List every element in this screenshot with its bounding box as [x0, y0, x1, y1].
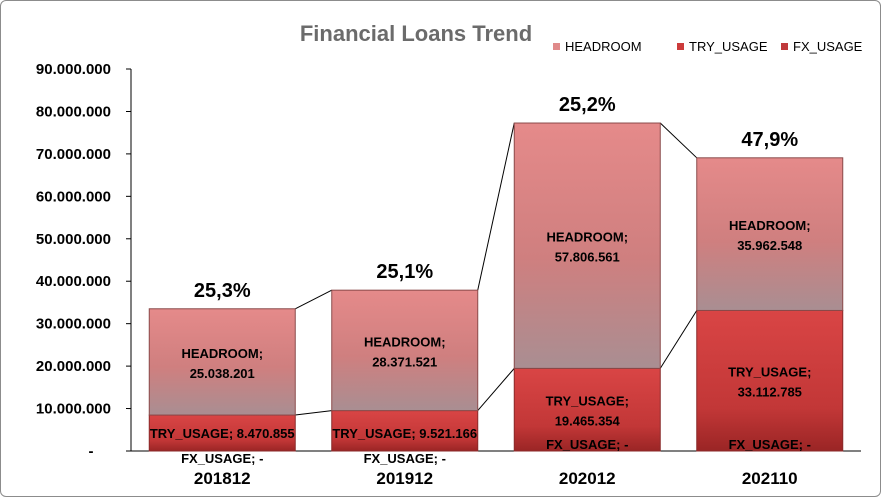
bar-headroom [331, 289, 479, 412]
chart-title: Financial Loans Trend [300, 21, 532, 46]
series-lines [295, 122, 698, 416]
bar-try-usage [513, 367, 661, 452]
y-tick-label: 10.000.000 [36, 401, 111, 418]
series-connector-line [477, 122, 515, 291]
bar-headroom [148, 308, 296, 416]
data-label: TRY_USAGE; 33.112.785 [728, 365, 811, 400]
percent-label: 47,9% [741, 129, 798, 151]
y-tick-label: 40.000.000 [36, 273, 111, 290]
bars [148, 122, 844, 452]
bar-headroom [696, 157, 844, 311]
percent-label: 25,3% [194, 280, 251, 302]
data-label-line: HEADROOM; [729, 218, 811, 233]
legend-swatch [781, 43, 788, 50]
data-label: TRY_USAGE; 19.465.354 [546, 394, 629, 429]
data-label-line: HEADROOM; [546, 230, 628, 245]
data-label: FX_USAGE; - [729, 437, 811, 452]
data-label: FX_USAGE; - [546, 437, 628, 452]
y-tick-label: 90.000.000 [36, 61, 111, 78]
data-label: HEADROOM; 25.038.201 [181, 346, 263, 381]
legend-entry: HEADROOM [565, 39, 642, 54]
x-tick-label: 202110 [742, 469, 798, 488]
data-label-line: 19.465.354 [555, 414, 621, 429]
y-tick-label: 70.000.000 [36, 146, 111, 163]
percent-label: 25,2% [559, 94, 616, 116]
y-tick-label: 60.000.000 [36, 188, 111, 205]
data-label-line: 25.038.201 [190, 366, 255, 381]
x-tick-label: 202012 [559, 469, 616, 488]
y-tick-label: 30.000.000 [36, 316, 111, 333]
y-tick-label: 50.000.000 [36, 231, 111, 248]
legend-swatch [677, 43, 684, 50]
percent-label: 25,1% [376, 261, 433, 283]
data-label: HEADROOM; 28.371.521 [364, 334, 446, 369]
data-labels: FX_USAGE; - TRY_USAGE; 8.470.855 HEADROOM;… [150, 94, 812, 466]
data-label: HEADROOM; 35.962.548 [729, 218, 811, 253]
data-label-line: HEADROOM; [364, 334, 446, 349]
legend-entry: TRY_USAGE [689, 39, 768, 54]
y-tick-label: 80.000.000 [36, 103, 111, 120]
series-connector-line [659, 310, 698, 369]
series-connector-line [477, 368, 515, 411]
bar-headroom [513, 122, 661, 369]
axes: - 10.000.000 20.000.000 30.000.000 40.000.00… [36, 61, 861, 488]
legend: HEADROOM TRY_USAGE FX_USAGE [553, 39, 863, 54]
data-label-line: 33.112.785 [738, 385, 802, 400]
data-label: TRY_USAGE; 9.521.166 [332, 426, 477, 441]
legend-entry: FX_USAGE [793, 39, 863, 54]
y-tick-label: 20.000.000 [36, 358, 111, 375]
x-tick-label: 201812 [194, 469, 251, 488]
legend-swatch [553, 43, 560, 50]
data-label: TRY_USAGE; 8.470.855 [150, 426, 295, 441]
x-tick-label: 201912 [376, 469, 433, 488]
bar-try-usage [696, 309, 844, 452]
data-label-line: HEADROOM; [181, 346, 263, 361]
data-label-line: TRY_USAGE; [546, 394, 629, 409]
data-label-line: 35.962.548 [737, 238, 802, 253]
bar-try-usage [148, 414, 296, 452]
data-label-line: 28.371.521 [372, 354, 437, 369]
data-label: FX_USAGE; - [364, 451, 446, 466]
series-connector-line [295, 289, 332, 310]
series-connector-line [295, 410, 332, 416]
data-label-line: 57.806.561 [555, 250, 620, 265]
series-connector-line [659, 122, 698, 159]
data-label-line: TRY_USAGE; [728, 365, 811, 380]
y-tick-label: - [89, 443, 94, 460]
bar-try-usage [331, 410, 479, 452]
data-label: HEADROOM; 57.806.561 [546, 230, 628, 265]
data-label: FX_USAGE; - [181, 451, 263, 466]
